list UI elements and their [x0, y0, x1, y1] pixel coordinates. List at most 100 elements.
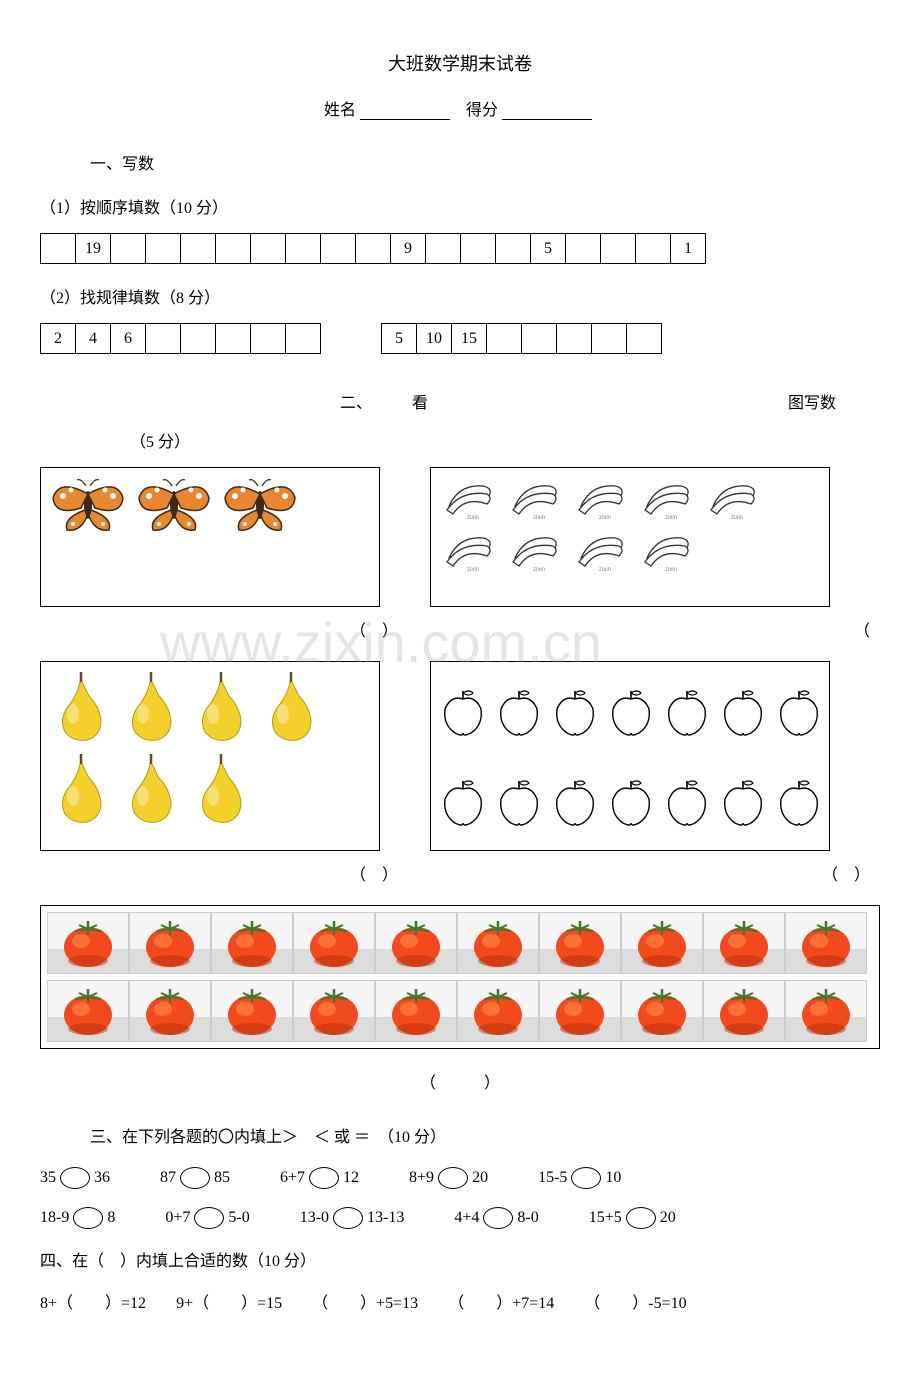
- seq-cell[interactable]: [601, 234, 636, 264]
- pears-icon: [189, 670, 251, 744]
- compare-right: 8: [107, 1209, 115, 1227]
- seq-cell[interactable]: [251, 234, 286, 264]
- seq-cell[interactable]: [627, 324, 662, 354]
- seq-cell[interactable]: [321, 234, 356, 264]
- fill-item[interactable]: （ ）+7=14: [448, 1289, 554, 1313]
- compare-item: 8785: [160, 1167, 230, 1189]
- tomatoes-cell: [457, 912, 539, 974]
- apples-icon: [439, 685, 487, 737]
- heading-2-tu: 图写数: [788, 389, 836, 413]
- tomatoes-cell: [621, 912, 703, 974]
- butterflies-icon: [135, 476, 213, 534]
- compare-oval[interactable]: [180, 1167, 210, 1189]
- seq-cell[interactable]: [426, 234, 461, 264]
- seq-cell[interactable]: [146, 324, 181, 354]
- compare-oval[interactable]: [438, 1167, 468, 1189]
- bananas-icon: [439, 476, 497, 520]
- compare-oval[interactable]: [626, 1207, 656, 1229]
- tomatoes-cell: [703, 980, 785, 1042]
- compare-item: 18-98: [40, 1207, 115, 1229]
- tomatoes-cell: [47, 912, 129, 974]
- tomatoes-icon: [305, 917, 363, 969]
- compare-oval[interactable]: [73, 1207, 103, 1229]
- seq-cell[interactable]: 5: [382, 324, 417, 354]
- seq-cell[interactable]: [592, 324, 627, 354]
- compare-item: 15+520: [589, 1207, 676, 1229]
- seq-cell[interactable]: [216, 234, 251, 264]
- score-blank[interactable]: [502, 102, 592, 120]
- fill-item[interactable]: （ ）-5=10: [584, 1289, 686, 1313]
- apples-icon: [607, 685, 655, 737]
- seq-cell[interactable]: 2: [41, 324, 76, 354]
- seq-cell[interactable]: [461, 234, 496, 264]
- seq-cell[interactable]: [111, 234, 146, 264]
- seq-cell[interactable]: [41, 234, 76, 264]
- seq-cell[interactable]: [636, 234, 671, 264]
- seq-cell[interactable]: 1: [671, 234, 706, 264]
- compare-right: 20: [472, 1169, 488, 1187]
- seq-cell[interactable]: [356, 234, 391, 264]
- compare-oval[interactable]: [60, 1167, 90, 1189]
- seq-cell[interactable]: [216, 324, 251, 354]
- seq-cell[interactable]: [557, 324, 592, 354]
- seq-cell[interactable]: [251, 324, 286, 354]
- sub-1-2-label: （2）找规律填数（8 分）: [40, 284, 880, 308]
- seq-cell[interactable]: 4: [76, 324, 111, 354]
- name-blank[interactable]: [360, 102, 450, 120]
- tomatoes-icon: [469, 917, 527, 969]
- compare-item: 13-013-13: [300, 1207, 405, 1229]
- pears-icon: [189, 752, 251, 826]
- tomatoes-cell: [785, 912, 867, 974]
- compare-oval[interactable]: [483, 1207, 513, 1229]
- seq-cell[interactable]: [146, 234, 181, 264]
- tomatoes-cell: [293, 912, 375, 974]
- tomatoes-icon: [551, 917, 609, 969]
- fill-item[interactable]: 8+（ ）=12: [40, 1289, 146, 1313]
- seq-cell[interactable]: [286, 324, 321, 354]
- seq-cell[interactable]: 10: [417, 324, 452, 354]
- apples-icon: [775, 685, 823, 737]
- bananas-icon: [439, 528, 497, 572]
- compare-oval[interactable]: [194, 1207, 224, 1229]
- tomatoes-cell: [785, 980, 867, 1042]
- compare-right: 10: [605, 1169, 621, 1187]
- compare-oval[interactable]: [309, 1167, 339, 1189]
- seq-cell[interactable]: 19: [76, 234, 111, 264]
- tomatoes-icon: [633, 917, 691, 969]
- seq-cell[interactable]: [181, 234, 216, 264]
- seq-cell[interactable]: [181, 324, 216, 354]
- tomatoes-icon: [633, 985, 691, 1037]
- compare-left: 35: [40, 1169, 56, 1187]
- butterflies-icon: [221, 476, 299, 534]
- tomatoes-cell: [375, 912, 457, 974]
- tomatoes-cell: [211, 912, 293, 974]
- compare-item: 6+712: [280, 1167, 359, 1189]
- compare-oval[interactable]: [571, 1167, 601, 1189]
- fill-item[interactable]: 9+（ ）=15: [176, 1289, 282, 1313]
- seq-cell[interactable]: 9: [391, 234, 426, 264]
- fill-item[interactable]: （ ）+5=13: [312, 1289, 418, 1313]
- bananas-icon: [571, 476, 629, 520]
- tomatoes-icon: [715, 917, 773, 969]
- pears-icon: [49, 752, 111, 826]
- seq-cell[interactable]: [566, 234, 601, 264]
- seq-cell[interactable]: [487, 324, 522, 354]
- seq-cell[interactable]: 5: [531, 234, 566, 264]
- pears-icon: [119, 670, 181, 744]
- section-2-points: （5 分）: [130, 428, 880, 452]
- seq-cell[interactable]: [496, 234, 531, 264]
- tomatoes-icon: [797, 985, 855, 1037]
- seq-cell[interactable]: 6: [111, 324, 146, 354]
- compare-oval[interactable]: [333, 1207, 363, 1229]
- seq-cell[interactable]: 15: [452, 324, 487, 354]
- section-4-heading: 四、在（ ）内填上合适的数（10 分）: [40, 1247, 880, 1271]
- tomatoes-cell: [211, 980, 293, 1042]
- bananas-icon: [703, 476, 761, 520]
- apples-icon: [719, 775, 767, 827]
- compare-right: 13-13: [367, 1209, 404, 1227]
- compare-left: 4+4: [454, 1209, 479, 1227]
- exam-title: 大班数学期末试卷: [40, 50, 880, 76]
- banana-box: [430, 467, 830, 607]
- seq-cell[interactable]: [286, 234, 321, 264]
- seq-cell[interactable]: [522, 324, 557, 354]
